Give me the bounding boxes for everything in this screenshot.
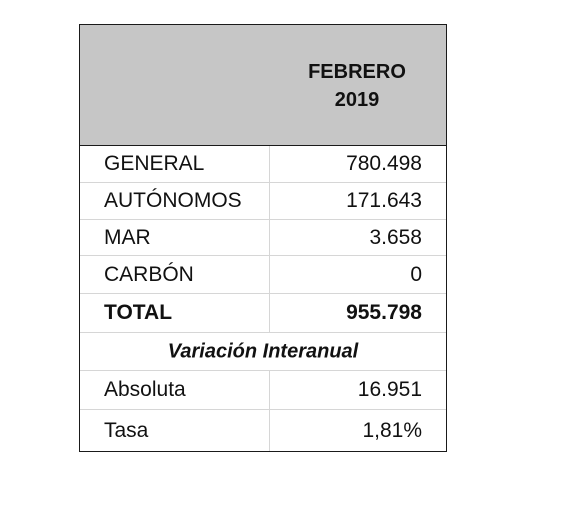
row-label: Absoluta [104,378,186,401]
row-label: Tasa [104,418,149,442]
table-row-tasa: Tasa 1,81% [80,410,446,451]
column-divider [269,410,270,451]
total-value: 955.798 [346,301,422,324]
header-month: FEBRERO [308,61,406,83]
header-title: FEBRERO 2019 [268,58,446,114]
row-value: 171.643 [346,189,422,212]
column-divider [269,146,270,182]
row-value: 16.951 [357,378,422,401]
table-row-autonomos: AUTÓNOMOS 171.643 [80,183,446,220]
row-label: CARBÓN [104,262,194,286]
column-divider [269,220,270,255]
total-label: TOTAL [104,301,173,324]
column-divider [269,256,270,293]
section-heading-row: Variación Interanual [80,333,446,371]
column-divider [269,294,270,332]
column-divider [269,371,270,409]
table-row-general: GENERAL 780.498 [80,146,446,183]
section-title: Variación Interanual [167,340,359,362]
row-label: GENERAL [104,152,205,175]
header-year: 2019 [334,89,380,111]
row-value: 780.498 [346,152,422,175]
row-label: AUTÓNOMOS [104,189,242,212]
table-row-mar: MAR 3.658 [80,220,446,256]
table-row-total: TOTAL 955.798 [80,294,446,333]
table-header: FEBRERO 2019 [80,25,446,146]
table-row-absoluta: Absoluta 16.951 [80,371,446,410]
row-label: MAR [104,225,151,249]
row-value: 3.658 [369,225,422,249]
row-value: 0 [410,262,422,286]
column-divider [269,183,270,219]
stats-table: FEBRERO 2019 GENERAL 780.498 AUTÓNOMOS 1… [79,24,447,452]
row-value: 1,81% [362,418,422,442]
table-row-carbon: CARBÓN 0 [80,256,446,294]
